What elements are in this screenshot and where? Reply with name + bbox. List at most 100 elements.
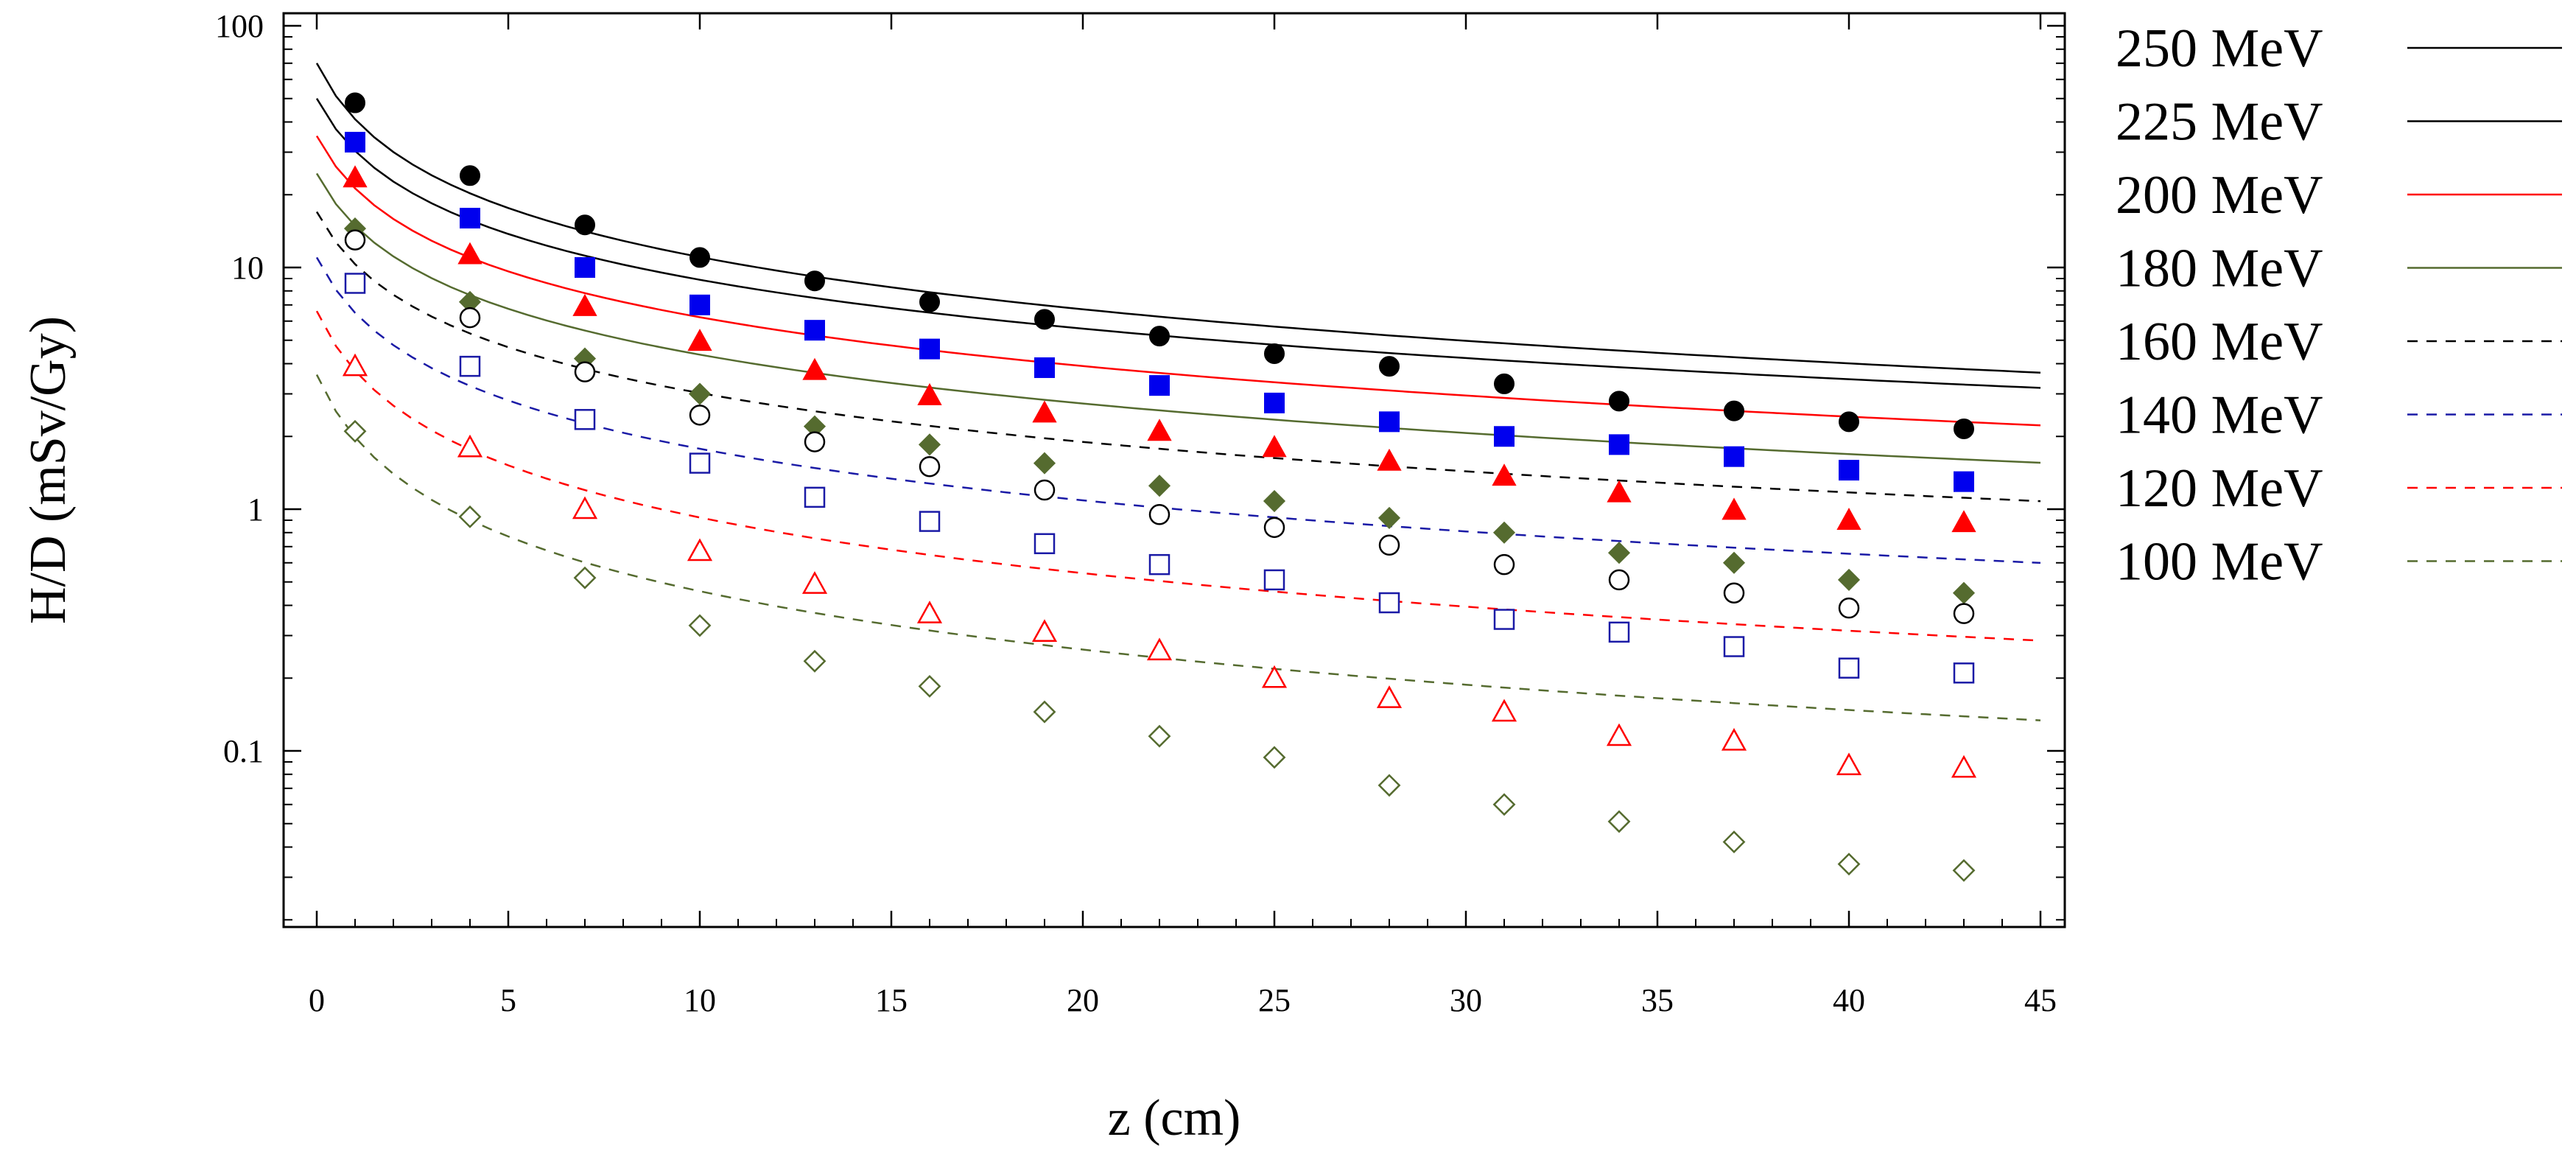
data-point [1606, 723, 1632, 746]
data-point [1724, 400, 1744, 421]
data-point [342, 353, 368, 377]
data-point [1033, 533, 1056, 555]
data-point [343, 419, 367, 443]
data-point [1033, 452, 1056, 475]
data-point [1722, 551, 1746, 574]
data-point [574, 409, 596, 430]
y-tick-label: 0.1 [223, 733, 264, 769]
fit-line-225-mev [315, 98, 2041, 389]
x-tick-label: 30 [1450, 982, 1482, 1018]
data-point [1609, 434, 1629, 455]
data-point [1724, 446, 1744, 467]
fit-line-160-mev [315, 211, 2041, 503]
data-point [1954, 418, 1974, 439]
data-point [1033, 700, 1056, 724]
data-point [1148, 504, 1171, 525]
data-point [345, 131, 365, 153]
fit-line-250-mev [315, 63, 2041, 374]
data-point [1148, 553, 1171, 576]
data-point [1034, 357, 1055, 378]
data-point [1608, 621, 1630, 643]
y-tick-label: 1 [248, 491, 264, 528]
data-point [1494, 373, 1515, 394]
data-point [1952, 858, 1976, 882]
data-point [1952, 581, 1976, 604]
y-tick-label: 10 [231, 250, 264, 286]
data-point [1263, 489, 1286, 513]
data-point [1148, 475, 1171, 497]
x-axis-label: z (cm) [1108, 1090, 1241, 1147]
data-point [1493, 553, 1515, 576]
data-point [1378, 506, 1401, 529]
x-tick-label: 0 [309, 982, 325, 1018]
legend-label: 180 MeV [2116, 239, 2323, 299]
x-axis-ticks: 0 5 10 15 20 25 30 35 40 45 [309, 13, 2057, 1018]
data-point [1492, 793, 1516, 816]
legend-label: 200 MeV [2116, 165, 2323, 225]
data-point [575, 214, 595, 236]
data-point [804, 270, 825, 292]
legend-label: 225 MeV [2116, 92, 2323, 153]
data-point [919, 291, 940, 312]
data-point [458, 505, 482, 528]
data-point [460, 208, 480, 229]
fit-line-100-mev [315, 374, 2041, 721]
data-point [1951, 755, 1977, 778]
data-point [1032, 400, 1057, 423]
data-point [1722, 497, 1747, 520]
data-point [572, 496, 598, 519]
data-point [919, 338, 940, 360]
data-point [1379, 356, 1400, 377]
data-point [1954, 471, 1974, 492]
data-point [1607, 480, 1632, 503]
data-point [1493, 609, 1515, 630]
data-point [1147, 419, 1172, 441]
data-point [1148, 724, 1171, 748]
data-point [917, 382, 942, 405]
data-point [1721, 727, 1747, 751]
y-minor-ticks [284, 36, 2065, 921]
data-point [1379, 411, 1400, 433]
legend-label: 120 MeV [2116, 458, 2323, 519]
data-point [573, 566, 597, 590]
data-point [1839, 411, 1859, 433]
data-point [1377, 448, 1402, 471]
data-point [343, 165, 368, 188]
data-point [1836, 752, 1862, 776]
data-point [687, 538, 713, 561]
data-point [804, 486, 826, 508]
fit-line-180-mev [315, 172, 2041, 464]
fit-line-120-mev [315, 310, 2041, 642]
fit-line-200-mev [315, 135, 2041, 427]
data-point [1836, 507, 1861, 530]
data-point [918, 674, 941, 698]
data-point [688, 614, 712, 637]
data-point [1146, 637, 1173, 661]
data-point [1723, 582, 1745, 604]
data-point [1953, 662, 1975, 684]
data-point [1723, 636, 1745, 657]
data-point [1837, 853, 1861, 876]
data-point [1837, 568, 1861, 591]
x-tick-label: 20 [1067, 982, 1099, 1018]
data-point [460, 165, 480, 186]
data-point [1951, 510, 1976, 533]
data-point [1722, 830, 1746, 853]
data-point [1839, 460, 1859, 481]
data-point [1378, 592, 1400, 614]
data-point [1149, 375, 1170, 396]
data-point [803, 649, 827, 673]
data-point [801, 571, 828, 594]
data-point [687, 329, 712, 351]
data-point [689, 452, 711, 474]
y-axis-ticks: 0.1 1 10 100 [215, 8, 2065, 769]
data-point [1378, 774, 1401, 797]
x-tick-label: 40 [1833, 982, 1865, 1018]
data-point [804, 320, 825, 341]
data-point [345, 92, 365, 113]
data-point [1034, 309, 1055, 330]
legend: 250 MeV 225 MeV 200 MeV 180 MeV 160 MeV 140 M… [2116, 18, 2562, 592]
data-point [575, 257, 595, 278]
data-point [1263, 569, 1285, 591]
